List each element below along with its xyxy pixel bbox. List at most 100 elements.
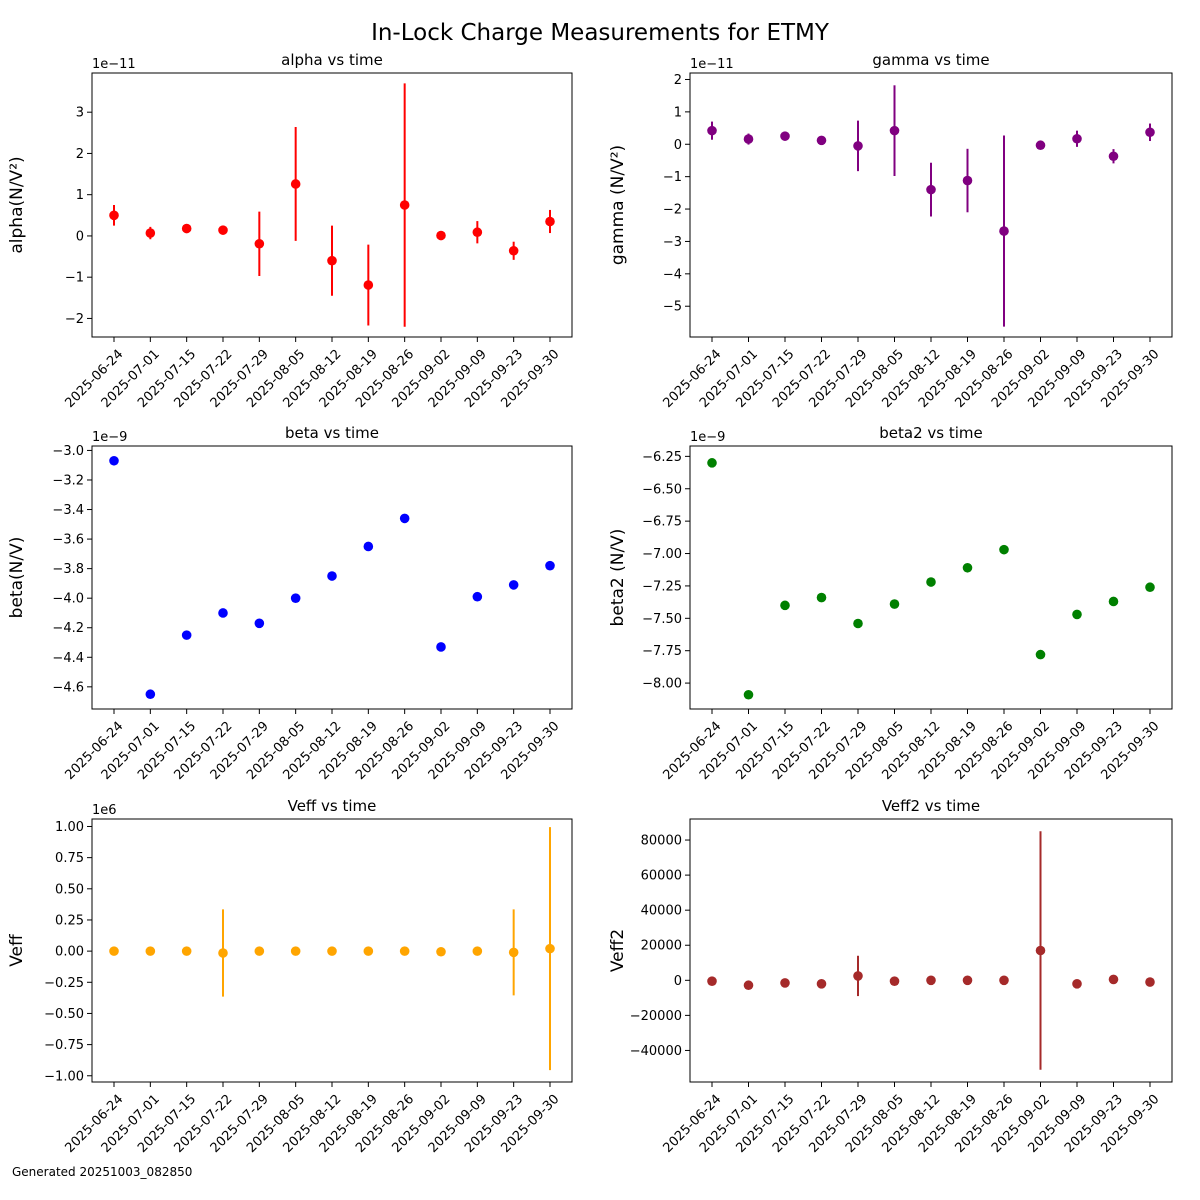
veff2-ytick-label: 80000: [641, 834, 682, 849]
beta2-ytick-label: −8.00: [642, 677, 682, 692]
veff-point: [436, 946, 446, 957]
veff2-title: Veff2 vs time: [882, 797, 980, 815]
gamma-ytick-label: −5: [663, 300, 682, 315]
beta2-point: [853, 618, 863, 629]
beta2-ytick-label: −6.50: [642, 482, 682, 497]
alpha-offset-text: 1e−11: [92, 57, 136, 72]
beta2-point: [926, 577, 936, 587]
beta-point: [181, 630, 192, 640]
beta-ytick-label: −4.0: [52, 592, 84, 607]
beta2-title: beta2 vs time: [879, 424, 982, 442]
alpha-point: [545, 216, 555, 227]
beta-point: [145, 689, 156, 700]
beta-ytick-label: −3.2: [52, 473, 84, 488]
beta-axes-frame: [91, 445, 573, 710]
beta2-ytick-label: −7.50: [642, 612, 682, 627]
alpha-ytick-label: 3: [76, 106, 84, 121]
gamma-point: [853, 141, 863, 151]
veff-ytick-label: −0.75: [44, 1038, 84, 1053]
veff2-panel: Veff2 vs time −40000 −20000 0 20000 40000 6000…: [608, 797, 1173, 1156]
beta-point: [363, 541, 374, 552]
gamma-panel: gamma vs time −5 −4 −3 −2 −1 0 1 2 1e−11 gamma (N/…: [608, 51, 1173, 411]
alpha-point: [436, 230, 446, 241]
beta-point: [218, 608, 228, 618]
veff2-point: [962, 975, 973, 986]
gamma-point: [1035, 140, 1046, 151]
veff2-ytick-label: 20000: [641, 939, 682, 954]
beta2-ytick-label: −7.75: [642, 644, 682, 659]
alpha-point: [290, 179, 301, 189]
gamma-point: [816, 135, 827, 146]
alpha-ytick-label: 0: [76, 229, 84, 244]
veff2-point: [1145, 977, 1155, 987]
alpha-title: alpha vs time: [281, 51, 383, 69]
beta-offset-text: 1e−9: [92, 430, 127, 445]
veff-point: [399, 946, 410, 956]
gamma-ytick-label: 0: [674, 138, 682, 153]
veff-ytick-label: −0.50: [44, 1007, 84, 1022]
gamma-point: [889, 125, 900, 136]
veff-ytick-label: 0.00: [55, 945, 84, 960]
beta-point: [254, 618, 265, 629]
beta-point: [399, 513, 410, 524]
beta2-point: [1145, 582, 1155, 593]
veff2-ytick-label: 0: [674, 974, 682, 989]
beta2-point: [780, 600, 790, 611]
alpha-point: [218, 225, 228, 235]
alpha-ytick-label: −2: [65, 312, 84, 327]
beta2-ytick-label: −6.25: [642, 450, 682, 465]
veff-offset-text: 1e6: [92, 803, 117, 818]
veff-ytick-label: 0.75: [55, 851, 84, 866]
beta-ytick-label: −3.0: [52, 444, 84, 459]
alpha-point: [145, 228, 156, 238]
veff2-point: [743, 980, 754, 991]
veff2-point: [816, 979, 827, 989]
beta2-point: [962, 562, 973, 573]
beta-panel: beta vs time −4.6 −4.4 −4.2 −4.0 −3.8 −3.6 −3.4…: [7, 424, 573, 783]
beta2-point: [999, 544, 1009, 555]
veff2-point: [707, 976, 717, 986]
gamma-point: [999, 226, 1009, 236]
alpha-point: [399, 200, 410, 210]
gamma-point: [1145, 127, 1155, 138]
veff-point: [145, 946, 156, 956]
beta-title: beta vs time: [285, 424, 379, 442]
gamma-ylabel: gamma (N/V²): [608, 145, 628, 265]
beta2-point: [743, 689, 754, 700]
alpha-ytick-label: 2: [76, 147, 84, 162]
alpha-ytick-label: 1: [76, 188, 84, 203]
alpha-point: [472, 227, 483, 238]
alpha-point: [363, 280, 374, 290]
gamma-point: [962, 175, 973, 186]
beta2-panel: beta2 vs time −8.00 −7.75 −7.50 −7.25 −7.00 −6…: [608, 424, 1173, 783]
veff-point: [472, 946, 483, 956]
beta2-axes-frame: [689, 445, 1173, 710]
beta-ytick-label: −3.6: [52, 533, 84, 548]
gamma-ytick-label: −3: [663, 235, 682, 250]
beta-ytick-label: −4.4: [52, 651, 84, 666]
veff-point: [363, 946, 374, 956]
gamma-ytick-label: 1: [674, 105, 682, 120]
gamma-point: [780, 131, 790, 141]
veff-ytick-label: 0.25: [55, 913, 84, 928]
veff-point: [290, 946, 301, 956]
veff-point: [254, 946, 265, 956]
veff2-point: [1072, 979, 1082, 989]
beta2-point: [1035, 649, 1046, 660]
veff2-point: [1035, 945, 1046, 956]
veff-point: [218, 948, 228, 958]
gamma-ytick-label: −1: [663, 170, 682, 185]
gamma-title: gamma vs time: [872, 51, 989, 69]
generated-footer: Generated 20251003_082850: [12, 1165, 193, 1179]
veff2-point: [853, 971, 863, 981]
gamma-offset-text: 1e−11: [690, 57, 734, 72]
veff-point: [508, 947, 519, 958]
gamma-ytick-label: −2: [663, 203, 682, 218]
beta-point: [508, 580, 519, 590]
veff-ytick-label: −1.00: [44, 1069, 84, 1084]
veff-point: [109, 946, 119, 956]
veff2-ylabel: Veff2: [608, 929, 628, 972]
beta2-point: [707, 458, 717, 468]
veff2-ytick-label: −40000: [630, 1044, 682, 1059]
veff2-ytick-label: 60000: [641, 869, 682, 884]
